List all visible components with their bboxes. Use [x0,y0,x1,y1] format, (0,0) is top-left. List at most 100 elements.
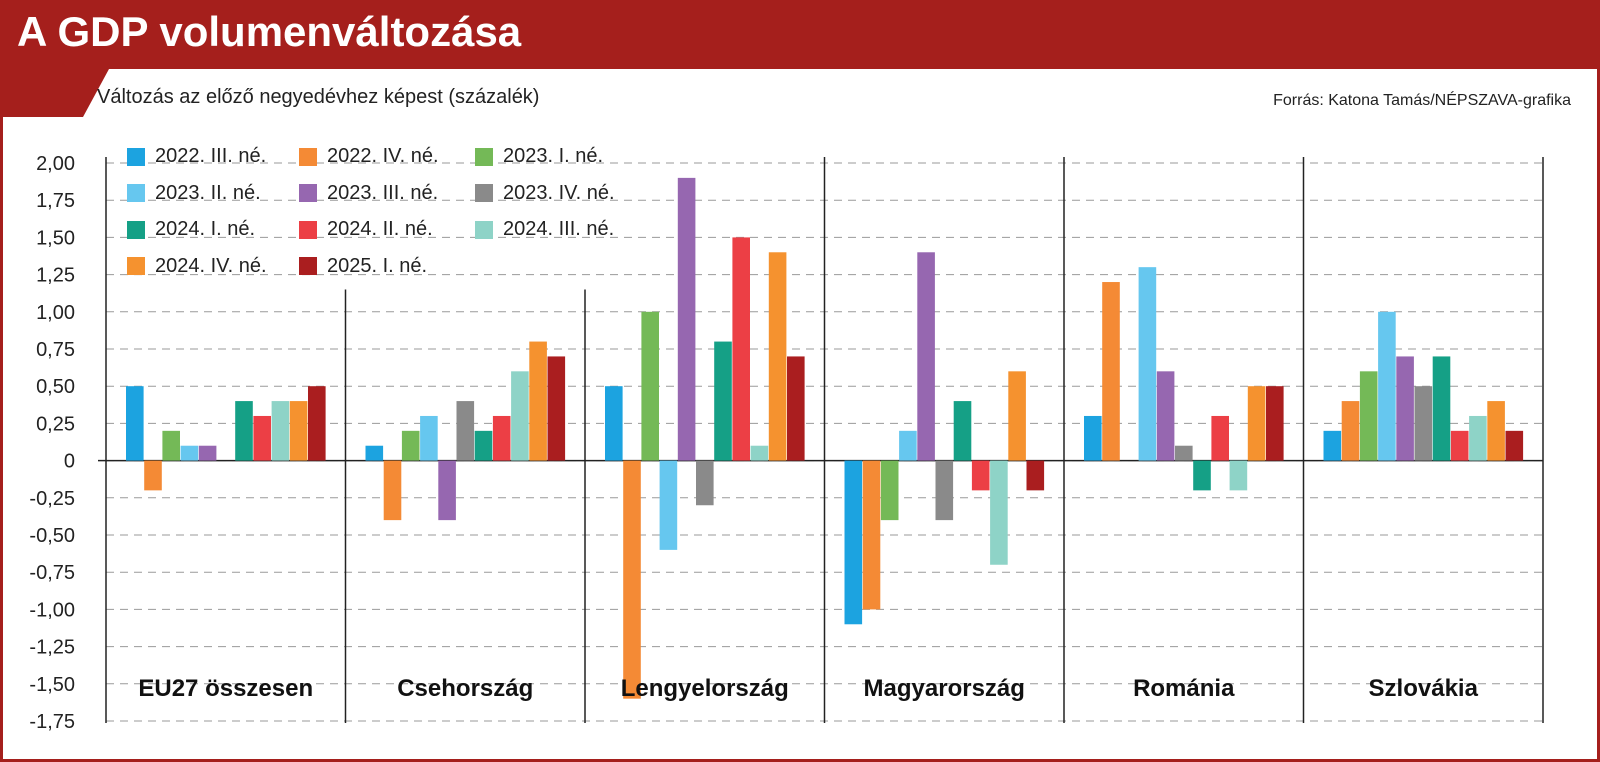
y-tick-label: -1,50 [29,674,75,696]
y-tick-label: -1,75 [29,711,75,733]
legend-label: 2024. II. né. [327,218,433,240]
legend-swatch [299,257,317,275]
bar [971,460,990,491]
bar [1211,415,1229,461]
bar [1378,311,1396,461]
category-label: Magyarország [864,675,1025,702]
legend-label: 2022. IV. né. [327,145,439,167]
bar [1138,267,1157,461]
bar [1505,430,1524,461]
bar [990,460,1008,565]
legend-swatch [299,147,317,166]
legend-swatch [475,184,493,202]
bar [1084,415,1102,461]
bar [917,252,935,461]
bar [474,430,493,461]
bar [383,460,402,521]
bar [492,415,511,461]
bar [732,237,750,461]
bar [1247,386,1266,461]
bar [1026,460,1045,491]
legend-item: 2024. I. né. [127,218,255,241]
category-label: Csehország [397,675,533,702]
y-tick-label: 1,75 [36,190,75,212]
bar [844,460,863,625]
legend-label: 2024. III. né. [503,218,615,240]
legend-swatch [127,220,145,239]
bar [1469,415,1487,461]
bar [438,460,456,521]
bar [1323,430,1342,461]
legend-label: 2023. IV. né. [503,181,615,204]
bar [1450,430,1469,461]
chart-title: A GDP volumenváltozása [17,8,522,55]
title-bar: A GDP volumenváltozása [3,0,1600,69]
legend-label: 2023. I. né. [503,145,604,167]
bar [420,415,438,461]
bar [1432,356,1451,461]
legend-swatch [475,220,493,239]
bar [641,311,659,461]
legend-item: 2025. I. né. [299,255,427,278]
legend-item: 2023. III. né. [299,182,438,205]
y-tick-label: -0,50 [29,525,75,547]
y-tick-label: 1,00 [36,302,75,324]
legend-swatch [299,184,317,202]
legend-label: 2023. III. né. [327,181,439,204]
bar [935,460,954,521]
header-tab-corner [83,69,109,117]
bar [605,386,623,461]
bar [253,415,271,461]
legend-item: 2023. I. né. [475,145,603,168]
legend-item: 2023. IV. né. [475,182,615,205]
bar [235,401,253,461]
bar [1008,371,1026,461]
bar [271,401,290,461]
bar [308,386,326,461]
bar [1341,401,1360,461]
bar-chart: 2,00 1,75 1,50 1,25 1,00 0,75 0,50 0,25 0 -0,25 -0… [29,153,1544,733]
legend-label: 2024. IV. né. [155,254,267,277]
y-tick-label: 2,00 [36,153,75,175]
legend-item: 2023. II. né. [127,182,261,205]
bar [623,460,641,699]
legend-item: 2022. IV. né. [299,145,439,168]
legend-swatch [127,184,145,202]
y-tick-label: 0,50 [36,376,75,398]
legend-label: 2024. I. né. [155,218,256,240]
bar [1193,460,1211,491]
legend-item: 2024. III. né. [475,218,614,241]
legend-item: 2024. II. né. [299,218,433,241]
y-tick-label: 0 [64,451,75,473]
bar [126,386,144,461]
legend-label: 2025. I. né. [327,254,428,277]
bar [1487,401,1505,461]
bar [1414,386,1433,461]
bar [456,401,475,461]
bar [953,401,972,461]
source-note: Forrás: Katona Tamás/NÉPSZAVA-grafika [1273,92,1571,109]
category-label: Románia [1133,675,1235,702]
bar [511,371,529,461]
bar [696,460,714,506]
bar [1175,445,1193,461]
bar [862,460,881,610]
bar [401,430,420,461]
bar [1229,460,1248,491]
bar [1359,371,1378,461]
category-label: EU27 összesen [138,675,313,702]
bar [162,430,180,461]
y-tick-label: -1,25 [29,637,75,659]
category-label: Szlovákia [1369,675,1479,702]
y-tick-label: 0,25 [36,413,75,435]
bar [547,356,566,461]
legend-item: 2024. IV. né. [127,255,267,278]
bar [365,445,384,461]
bar [880,460,899,521]
bar [1266,386,1284,461]
bar [787,356,805,461]
bar [750,445,769,461]
y-tick-label: 0,75 [36,339,75,361]
legend-item: 2022. III. né. [127,145,266,168]
